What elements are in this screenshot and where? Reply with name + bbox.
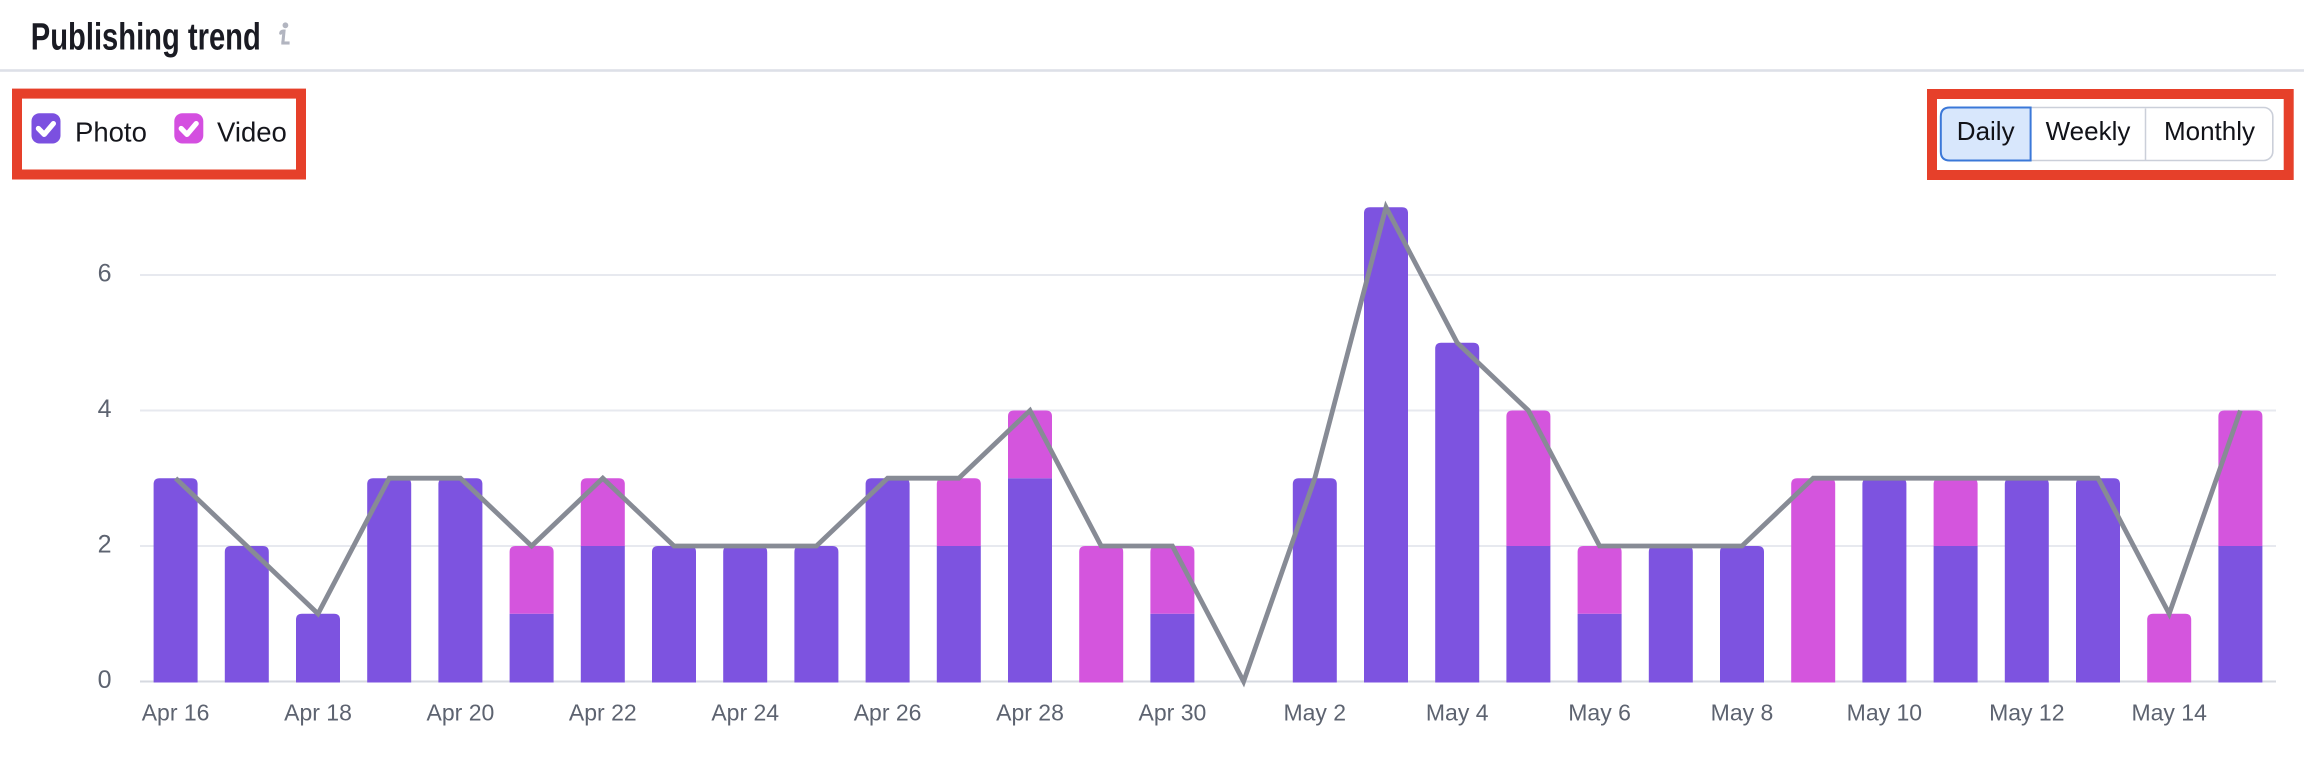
svg-text:Daily: Daily <box>1957 116 2015 146</box>
svg-text:Apr 28: Apr 28 <box>996 700 1064 726</box>
svg-text:May 2: May 2 <box>1283 700 1346 726</box>
svg-text:Apr 26: Apr 26 <box>854 700 922 726</box>
svg-text:Publishing trend: Publishing trend <box>31 17 261 59</box>
svg-text:Weekly: Weekly <box>2046 116 2131 146</box>
svg-text:Monthly: Monthly <box>2164 116 2255 146</box>
svg-text:May 10: May 10 <box>1847 700 1922 726</box>
svg-text:0: 0 <box>98 666 112 694</box>
svg-text:4: 4 <box>98 395 112 423</box>
svg-text:2: 2 <box>98 530 112 558</box>
svg-text:Video: Video <box>217 116 287 147</box>
svg-text:May 4: May 4 <box>1426 700 1489 726</box>
svg-text:Apr 20: Apr 20 <box>427 700 495 726</box>
svg-text:6: 6 <box>98 259 112 287</box>
svg-text:Apr 22: Apr 22 <box>569 700 637 726</box>
svg-text:May 12: May 12 <box>1989 700 2064 726</box>
svg-text:Apr 18: Apr 18 <box>284 700 352 726</box>
svg-text:May 14: May 14 <box>2131 700 2207 726</box>
svg-text:Apr 24: Apr 24 <box>711 700 779 726</box>
svg-text:May 8: May 8 <box>1711 700 1774 726</box>
svg-text:Photo: Photo <box>75 116 147 147</box>
svg-text:Apr 30: Apr 30 <box>1139 700 1207 726</box>
svg-text:Apr 16: Apr 16 <box>142 700 210 726</box>
svg-text:May 6: May 6 <box>1568 700 1631 726</box>
